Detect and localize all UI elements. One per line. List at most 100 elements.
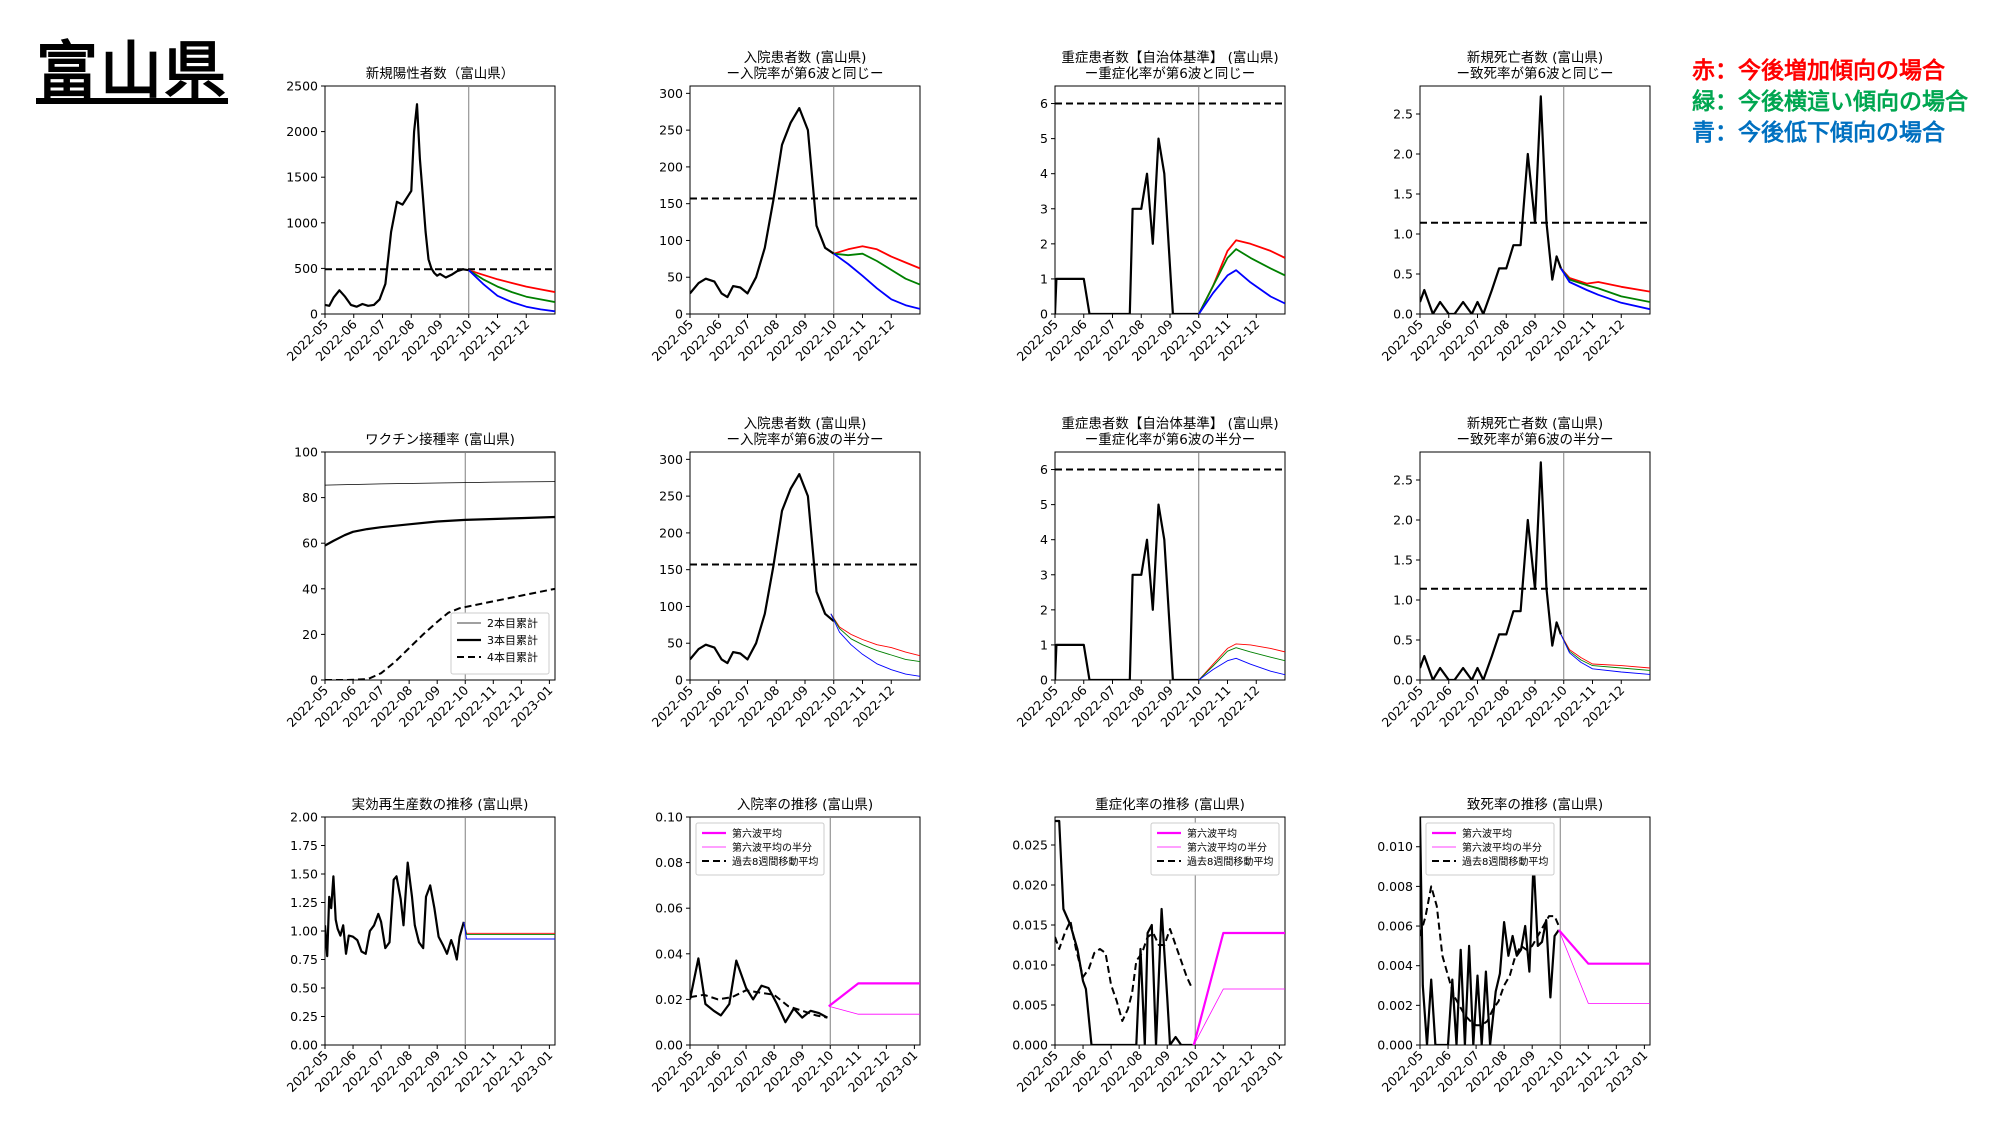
chart-title: ー致死率が第6波の半分ー [1456,431,1613,448]
y-tick-label: 4 [1040,166,1048,181]
y-tick-label: 0 [1040,307,1048,322]
y-tick-label: 2 [1040,602,1048,617]
series-line-down [1198,657,1285,680]
series-line-up [463,921,555,934]
chart-title: ー致死率が第6波と同じー [1456,65,1613,82]
series-line-down [468,269,555,313]
legend-box [1425,822,1555,876]
series-line-sixth_half [828,1005,920,1015]
y-tick-label: 0.0 [1393,673,1413,688]
y-tick-label: 2.5 [1393,473,1413,488]
y-tick-label: 5 [1040,497,1048,512]
chart-c22: 入院患者数 (富山県)ー入院率が第6波の半分ー 0 50 100 150 200 250 30… [649,415,921,730]
y-tick-label: 2 [1040,236,1048,251]
y-tick-label: 5 [1040,131,1048,146]
series-line-sixth_half [1558,929,1650,1004]
series-line-dose4 [325,587,555,680]
series-line-sixth_avg [1192,931,1285,1045]
y-tick-label: 0.005 [1012,998,1048,1013]
series-line-flat [830,613,920,663]
legend-note-red: 赤：今後増加傾向の場合 [1692,58,1945,84]
series-line-dose2 [325,481,555,486]
y-tick-label: 0.004 [1377,958,1413,973]
y-tick-label: 2500 [286,79,318,94]
y-tick-label: 6 [1040,96,1048,111]
plot-area [690,452,920,680]
chart-title: ー重症化率が第6波と同じー [1085,65,1256,82]
series-line-actual [1055,503,1199,680]
series-line-actual [1420,461,1562,680]
chart-c12: 入院患者数 (富山県)ー入院率が第6波と同じー 0 50 100 150 200 250 30… [649,49,921,364]
plot-area [325,86,555,314]
chart-title: 新規死亡者数 (富山県) [1467,415,1603,432]
legend-note-blue: 青：今後低下傾向の場合 [1692,120,1945,146]
legend-label: 第六波平均の半分 [1462,841,1542,854]
y-tick-label: 200 [659,159,683,174]
color-legend-note: 赤：今後増加傾向の場合 緑：今後横這い傾向の場合 青：今後低下傾向の場合 [1692,56,1968,149]
plot-frame [689,816,921,1046]
y-tick-label: 0.75 [290,952,318,967]
legend-box [450,612,550,675]
legend-label: 第六波平均の半分 [1187,841,1267,854]
y-tick-label: 200 [659,525,683,540]
y-tick-label: 1000 [286,215,318,230]
chart-c13: 重症患者数【自治体基準】 (富山県)ー重症化率が第6波と同じー012345620… [1014,49,1286,364]
y-tick-label: 0.006 [1377,919,1413,934]
chart-title: 重症化率の推移 (富山県) [1095,796,1245,813]
y-tick-label: 150 [659,196,683,211]
y-tick-label: 0 [1040,673,1048,688]
chart-c11: 新規陽性者数（富山県）050010001500200025002022-0520… [284,65,556,364]
y-tick-label: 300 [659,452,683,467]
y-tick-label: 250 [659,123,683,138]
y-tick-label: 300 [659,86,683,101]
legend-label: 4本目累計 [487,650,538,664]
plot-frame [324,451,556,681]
series-line-flat [1560,267,1650,303]
plot-area [1420,86,1650,314]
series-line-up [833,245,920,270]
series-line-up [830,613,920,657]
y-tick-label: 0.25 [290,1009,318,1024]
series-line-actual [325,861,465,961]
y-tick-label: 3 [1040,201,1048,216]
plot-area [1420,817,1650,1045]
plot-area [325,817,555,1045]
legend-box [695,822,825,876]
y-tick-label: 0 [310,673,318,688]
y-tick-label: 0.5 [1393,633,1413,648]
chart-c31: 実効再生産数の推移 (富山県) 0.00 0.25 0.50 0.75 1.00 1.25 1… [284,796,556,1095]
series-line-actual [690,106,835,299]
y-tick-label: 1.25 [290,895,318,910]
series-line-ma8 [690,989,828,1019]
y-tick-label: 0.000 [1012,1038,1048,1053]
page-title: 富山県 [36,34,229,107]
series-line-flat [1198,647,1285,680]
plot-area [1055,86,1285,314]
series-line-up [1198,643,1285,680]
y-tick-label: 1 [1040,271,1048,286]
y-tick-label: 0.000 [1377,1038,1413,1053]
y-tick-label: 150 [659,562,683,577]
y-tick-label: 2.00 [290,810,318,825]
y-tick-label: 1 [1040,637,1048,652]
plot-frame [1419,816,1651,1046]
legend-label: 過去8週間移動平均 [732,855,818,868]
y-tick-label: 0.02 [655,992,683,1007]
y-tick-label: 4 [1040,532,1048,547]
y-tick-label: 0.50 [290,981,318,996]
series-line-up [1197,239,1285,314]
y-tick-label: 2000 [286,124,318,139]
plot-frame [324,816,556,1046]
y-tick-label: 0.06 [655,901,683,916]
chart-c33: 重症化率の推移 (富山県) 0.000 0.005 0.010 0.015 0.020 0.… [1012,796,1285,1095]
series-line-down [463,921,555,940]
chart-c32: 入院率の推移 (富山県)0.000.020.040.060.080.102022… [649,796,921,1095]
y-tick-label: 250 [659,489,683,504]
series-line-actual [1420,95,1562,314]
legend-box [1150,822,1280,876]
series-line-down [1560,634,1650,675]
series-line-flat [463,921,555,935]
series-line-down [1560,267,1650,311]
y-tick-label: 60 [302,536,318,551]
